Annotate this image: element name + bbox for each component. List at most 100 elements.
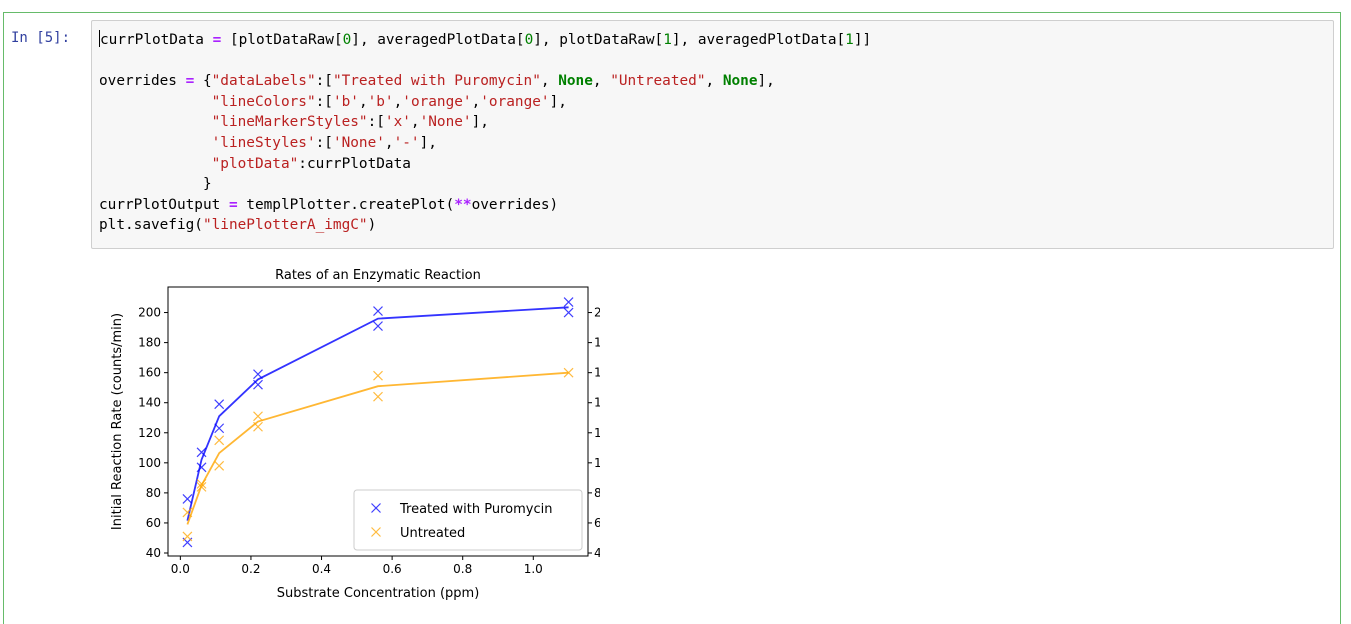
code-token: 'orange' [402, 93, 472, 110]
code-token [99, 156, 212, 172]
code-token: plt.savefig( [99, 217, 203, 234]
marker-stroke [373, 306, 383, 316]
marker-stroke [563, 307, 574, 318]
code-token: [plotDataRaw[ [221, 32, 343, 48]
y-axis-label: Initial Reaction Rate (counts/min) [110, 313, 125, 530]
code-token: ], plotDataRaw[ [533, 32, 664, 48]
code-token: "lineColors" [211, 93, 316, 110]
series-line [186, 306, 569, 521]
code-token: overrides [99, 73, 186, 90]
code-line: } [99, 176, 212, 192]
code-input-area[interactable]: currPlotData = [plotDataRaw[0], averaged… [91, 20, 1334, 249]
code-token: ], [471, 114, 489, 131]
y-tick-label-left: 80 [146, 486, 161, 500]
y-tick-label-left: 120 [138, 426, 161, 440]
y-tick-label-right: 140 [594, 396, 600, 410]
series-3 [186, 371, 569, 525]
code-token: , [393, 93, 403, 110]
code-cell[interactable] [3, 12, 1341, 624]
input-prompt: In [5]: [11, 30, 71, 46]
data-point [214, 460, 225, 471]
x-tick-label: 0.4 [312, 562, 331, 576]
marker-stroke [373, 391, 383, 402]
marker-stroke [214, 435, 225, 446]
code-line: "lineMarkerStyles":['x','None'], [99, 114, 489, 130]
code-token: "Treated with Puromycin" [332, 73, 541, 90]
code-token: , [471, 93, 481, 110]
code-token: 'lineStyles' [211, 134, 316, 151]
marker-stroke [371, 527, 381, 537]
x-tick-label: 0.2 [241, 562, 260, 576]
code-token: , [705, 73, 723, 90]
code-token [99, 94, 212, 110]
code-token: "dataLabels" [211, 73, 316, 90]
code-token: = [185, 73, 195, 90]
code-token: = [228, 196, 238, 213]
marker-stroke [196, 447, 207, 458]
marker-stroke [253, 379, 263, 390]
code-token: 'orange' [480, 93, 550, 110]
marker-stroke [214, 399, 225, 410]
y-tick-label-left: 180 [138, 336, 161, 350]
code-token: { [194, 73, 212, 90]
x-tick-label: 1.0 [524, 562, 543, 576]
data-point [563, 307, 574, 318]
code-token: currPlotData [100, 32, 213, 48]
marker-stroke [182, 531, 193, 542]
code-token: "lineMarkerStyles" [211, 114, 368, 131]
marker-stroke [373, 321, 383, 331]
code-token: ], averagedPlotData[ [351, 32, 525, 48]
code-token: 'None' [332, 134, 385, 151]
marker-stroke [182, 493, 193, 504]
y-tick-label-right: 80 [594, 486, 600, 500]
data-point [214, 435, 225, 446]
code-token: 1 [845, 32, 854, 48]
legend-box [353, 489, 583, 551]
data-point [563, 297, 574, 307]
y-tick-label-right: 160 [594, 366, 600, 380]
code-token: :currPlotData [298, 155, 411, 172]
marker-stroke [373, 370, 383, 381]
marker-stroke [253, 369, 263, 380]
x-tick-label: 0.0 [171, 562, 190, 576]
code-editor[interactable]: currPlotData = [plotDataRaw[0], averaged… [99, 30, 871, 236]
code-token: ** [454, 196, 472, 213]
code-token: 'b' [332, 93, 359, 110]
code-line: currPlotOutput = templPlotter.createPlot… [99, 197, 558, 213]
code-token: ], [419, 134, 437, 151]
code-token: :[ [315, 134, 333, 151]
code-token: ], [757, 73, 775, 90]
data-point [182, 493, 193, 504]
legend: Treated with Puromycin Untreated [353, 489, 583, 551]
code-token: None [722, 73, 758, 90]
data-point [196, 447, 207, 458]
code-token: ], averagedPlotData[ [671, 32, 846, 48]
y-tick-label-right: 40 [594, 546, 600, 560]
code-token: "plotData" [211, 155, 299, 172]
code-token: currPlotOutput [99, 196, 229, 213]
code-token: templPlotter.createPlot( [237, 196, 455, 213]
y-tick-label-left: 200 [138, 306, 161, 320]
marker-stroke [563, 297, 574, 307]
y-tick-label-right: 180 [594, 336, 600, 350]
data-point [373, 391, 383, 402]
y-tick-label-right: 100 [594, 456, 600, 470]
code-token: '-' [393, 134, 420, 151]
code-line: overrides = {"dataLabels":["Treated with… [99, 73, 775, 89]
series-line [186, 371, 569, 525]
series-1 [186, 306, 569, 521]
marker-stroke [253, 421, 263, 432]
marker-stroke [214, 460, 225, 471]
code-line: "plotData":currPlotData [99, 156, 411, 172]
code-token [99, 135, 212, 151]
y-tick-label-left: 140 [138, 396, 161, 410]
code-token: , [540, 73, 559, 90]
data-point [253, 411, 263, 422]
code-line: currPlotData = [plotDataRaw[0], averaged… [99, 30, 871, 48]
code-token: "Untreated" [610, 73, 706, 90]
legend-label: Treated with Puromycin [399, 502, 552, 517]
code-token: , [358, 93, 368, 110]
marker-stroke [253, 411, 263, 422]
code-line: "lineColors":['b','b','orange','orange']… [99, 94, 567, 110]
code-token: overrides) [471, 196, 559, 213]
